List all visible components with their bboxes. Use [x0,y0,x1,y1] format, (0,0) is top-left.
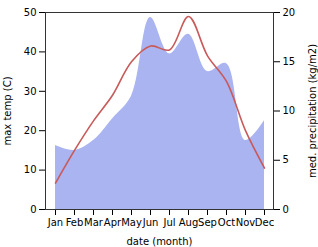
svg-text:Aug: Aug [179,217,199,228]
svg-text:50: 50 [24,7,37,18]
svg-text:med. precipitation (kg/m2): med. precipitation (kg/m2) [307,44,318,178]
svg-text:Mar: Mar [84,217,104,228]
svg-text:Jul: Jul [162,217,175,228]
svg-text:15: 15 [283,56,296,67]
svg-text:5: 5 [283,154,289,165]
svg-text:40: 40 [24,46,37,57]
svg-text:May: May [121,217,142,228]
svg-text:20: 20 [283,7,296,18]
svg-text:Oct: Oct [218,217,235,228]
svg-text:10: 10 [283,105,296,116]
svg-text:30: 30 [24,86,37,97]
svg-text:10: 10 [24,164,37,175]
svg-text:Feb: Feb [66,217,84,228]
svg-text:Apr: Apr [104,217,122,228]
svg-text:Jan: Jan [47,217,63,228]
svg-text:0: 0 [283,204,289,215]
svg-text:date (month): date (month) [127,236,193,247]
svg-text:Dec: Dec [255,217,274,228]
svg-text:20: 20 [24,125,37,136]
svg-text:0: 0 [30,204,36,215]
svg-text:max temp (C): max temp (C) [2,76,13,145]
svg-text:Jun: Jun [142,217,159,228]
svg-text:Sep: Sep [198,217,217,228]
svg-text:Nov: Nov [236,217,256,228]
